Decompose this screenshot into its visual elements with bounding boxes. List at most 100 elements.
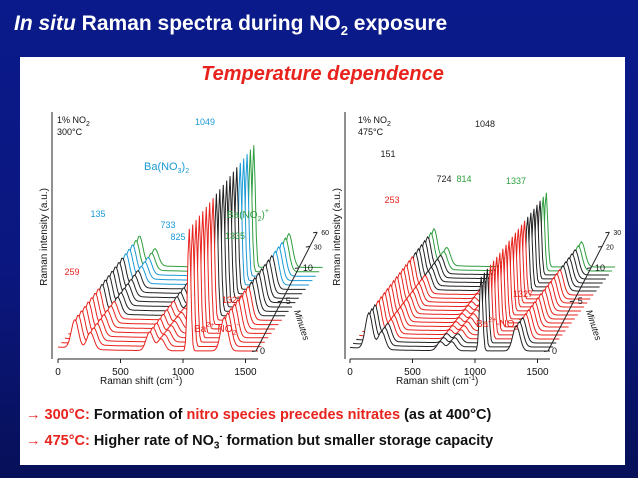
x-tick-label: 1500 (526, 367, 549, 378)
arrow-icon: → (26, 407, 41, 423)
x-tick-label: 1000 (172, 367, 195, 378)
peak-label: 814 (456, 174, 471, 184)
species-text: Ba(NO (144, 161, 178, 173)
time-tick-label: 0 (552, 346, 557, 356)
time-tick (605, 231, 610, 234)
bullet-1-text-a: Formation of (89, 407, 187, 423)
time-tick-label: 0 (260, 346, 265, 356)
species-text: Ba(NO (227, 210, 258, 221)
time-tick-label: 20 (606, 244, 614, 251)
species-sub: 3 (178, 168, 182, 175)
species-sub2: 2 (185, 168, 189, 175)
peak-label: 733 (160, 220, 175, 230)
bullet-1: → 300°C: Formation of nitro species prece… (26, 407, 491, 423)
condition-label: 1% NO2 (358, 115, 391, 128)
species-label: Ba(NO2)+ (227, 208, 269, 223)
peak-label: 1327 (222, 295, 242, 305)
time-tick (251, 350, 257, 352)
content-panel: Temperature dependence 0 500 1000 1500 Raman… (20, 57, 625, 465)
condition-gas-sub: 2 (86, 121, 90, 128)
species-sup: 2+ (206, 322, 214, 329)
time-tick (569, 300, 574, 303)
x-tick-label: 500 (112, 367, 129, 378)
condition-label: 1% NO2 (57, 115, 90, 128)
peak-label: 825 (170, 232, 185, 242)
spectrum-line (71, 211, 272, 334)
spectrum-line (81, 198, 282, 321)
panel-title: Temperature dependence (201, 63, 444, 85)
x-axis-label-sup: -1 (469, 375, 475, 382)
x-axis-label-text: Raman shift (cm (100, 376, 173, 387)
slide-title-end: exposure (347, 12, 448, 35)
species-sup2: - (236, 322, 239, 329)
species-label: Ba(NO3)2 (144, 161, 189, 175)
bullet-1-temp: 300°C: (44, 407, 90, 423)
condition-gas: 1% NO (57, 115, 86, 125)
x-tick-label: 500 (404, 367, 421, 378)
bullet-2-sup: - (219, 431, 223, 441)
bullet-2-text-b: formation but smaller storage capacity (222, 432, 494, 449)
x-axis-label-close: ) (475, 376, 478, 387)
species-text: Ba (476, 319, 489, 330)
peak-label: 1327 (513, 289, 533, 299)
spectrum-line (74, 206, 275, 330)
time-tick (586, 267, 592, 269)
species-sup2: - (518, 317, 521, 324)
condition-gas-sub: 2 (387, 121, 391, 128)
slide-title-italic: In situ (14, 12, 76, 35)
x-tick-label: 0 (55, 367, 61, 378)
species-sup: 2+ (488, 317, 496, 324)
time-tick-label: 60 (321, 230, 329, 237)
time-tick (313, 231, 318, 234)
time-tick-label: 10 (595, 263, 605, 273)
time-tick-label: 5 (286, 296, 291, 306)
chart-475C: 0 500 1000 1500 Raman shift (cm-1) Raman inte… (332, 112, 621, 387)
peak-label: 1048 (475, 119, 495, 129)
x-axis-label-sup: -1 (173, 375, 179, 382)
condition-temp: 300°C (57, 127, 83, 137)
time-axis-label: Minutes (584, 309, 603, 343)
spectrum-line (78, 202, 279, 326)
peak-label: 1337 (506, 176, 526, 186)
species-sup: + (265, 208, 269, 215)
species-sub: 2 (515, 325, 519, 332)
slide-title-main: Raman spectra during NO (75, 12, 341, 35)
x-tick-label: 1000 (464, 367, 487, 378)
species-sub: 2 (233, 330, 237, 337)
spectrum-line (61, 224, 262, 348)
peak-label: 1335 (225, 231, 245, 241)
species-tail: ) (261, 210, 264, 221)
peak-label: 724 (436, 174, 451, 184)
condition-gas: 1% NO (358, 115, 387, 125)
species-label: Ba2+-NO2- (194, 322, 239, 337)
time-axis-label: Minutes (292, 309, 311, 343)
x-tick-label: 0 (347, 367, 353, 378)
time-tick (277, 300, 282, 303)
chart-300C: 0 500 1000 1500 Raman shift (cm-1) Raman inte… (39, 112, 329, 387)
bullet-1-highlight: nitro species precedes nitrates (186, 407, 401, 423)
y-axis-label: Raman intensity (a.u.) (332, 188, 343, 286)
spectrum-line (64, 220, 265, 343)
species-tail: ) (182, 161, 186, 173)
time-tick-label: 5 (578, 296, 583, 306)
species-tail: -NO (214, 324, 233, 335)
spectrum-line (85, 193, 286, 317)
time-tick (294, 267, 299, 269)
x-tick-label: 1500 (234, 367, 257, 378)
x-axis-label-text: Raman shift (cm (396, 376, 469, 387)
time-axis (255, 231, 318, 352)
x-axis-label-close: ) (179, 376, 182, 387)
time-tick (305, 245, 310, 248)
bullet-2-text-a: Higher rate of NO (89, 432, 214, 449)
species-text: Ba (194, 324, 207, 335)
time-tick-label: 30 (314, 244, 322, 251)
time-tick (543, 350, 549, 352)
time-tick-label: 10 (303, 263, 313, 273)
peak-label: 259 (64, 267, 79, 277)
x-axis-label: Raman shift (cm-1) (100, 375, 182, 387)
peak-label: 1049 (195, 117, 215, 127)
species-label: Ba2+-NO2- (476, 317, 521, 332)
bullet-1-text-b: (as at 400°C) (400, 407, 492, 423)
spectrum-line (68, 215, 269, 339)
